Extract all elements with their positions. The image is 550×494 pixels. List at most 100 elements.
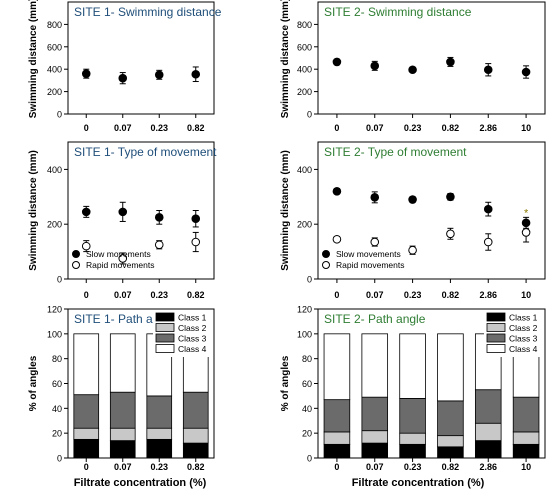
site2-move-rapid-point bbox=[408, 245, 417, 255]
site2-move-slow-point bbox=[370, 193, 380, 202]
site1-swim-y-tick-label: 400 bbox=[47, 65, 62, 75]
site2-move-x-tick-label: 0 bbox=[334, 290, 339, 300]
site1-angle-bar-class-1 bbox=[146, 438, 173, 459]
site2-move-significance-asterisk: * bbox=[524, 207, 529, 219]
site2-move-rapid-point bbox=[521, 228, 531, 237]
site2-angle-legend-swatch bbox=[486, 333, 506, 343]
site1-move-y-axis-label: Swimming distance (mm) bbox=[28, 150, 39, 271]
site1-swim-y-tick-label: 200 bbox=[47, 87, 62, 97]
site1-swim-slow-point bbox=[154, 70, 164, 80]
site2-angle-bar-class-2 bbox=[474, 422, 502, 442]
site1-angle-bar-class-4 bbox=[109, 333, 136, 393]
site2-angle-bar-class-1 bbox=[474, 440, 502, 459]
site2-move-rapid-point bbox=[332, 234, 342, 244]
site2-angle-y-tick-label: 120 bbox=[297, 305, 312, 315]
site2-angle-bar-class-4 bbox=[399, 333, 426, 399]
site2-angle-x-tick-label: 0.82 bbox=[442, 462, 460, 472]
site2-angle-x-tick-label: 2.86 bbox=[479, 462, 497, 472]
site2-swim-x-tick-label: 0.07 bbox=[366, 123, 384, 133]
site2-angle-bar-class-3 bbox=[399, 397, 426, 434]
site1-angle-title: SITE 1- Path angle bbox=[74, 312, 176, 326]
site1-angle-legend-label: Class 2 bbox=[178, 323, 207, 333]
site2-angle-legend-label: Class 4 bbox=[509, 344, 538, 354]
site1-move-slow-point bbox=[191, 214, 201, 224]
site2-angle-bar-class-2 bbox=[437, 435, 464, 448]
site2-angle-y-tick-label: 20 bbox=[302, 429, 312, 439]
site2-move-plot-frame bbox=[317, 141, 546, 280]
site1-swim-slow-point bbox=[191, 69, 201, 79]
site1-angle-y-tick-label: 40 bbox=[52, 404, 62, 414]
site1-move-rapid-point bbox=[191, 237, 201, 247]
site2-angle-y-tick-label: 80 bbox=[302, 354, 312, 364]
site2-angle-title: SITE 2- Path angle bbox=[324, 312, 426, 326]
site2-angle-bar-class-2 bbox=[512, 431, 540, 445]
site1-move-rapid-point bbox=[81, 241, 91, 251]
site2-angle-bar-class-2 bbox=[361, 430, 389, 444]
site1-swim-y-tick-label: 0 bbox=[57, 110, 62, 120]
x-axis-label-right: Filtrate concentration (%) bbox=[352, 477, 485, 489]
site2-angle-bar-class-4 bbox=[361, 333, 389, 398]
site2-swim-slow-point bbox=[521, 67, 531, 77]
site1-move-x-tick-label: 0.82 bbox=[187, 290, 205, 300]
site1-angle-x-tick-label: 0.23 bbox=[150, 462, 168, 472]
site1-angle-y-tick-label: 100 bbox=[47, 329, 62, 339]
site1-angle-y-tick-label: 60 bbox=[52, 379, 62, 389]
site2-swim-title: SITE 2- Swimming distance bbox=[324, 5, 472, 19]
site1-angle-bar-class-2 bbox=[146, 427, 173, 440]
site1-angle-legend-swatch bbox=[155, 333, 175, 343]
site2-move-y-axis-label: Swimming distance (mm) bbox=[280, 150, 291, 271]
site2-angle-legend-label: Class 3 bbox=[509, 334, 538, 344]
site1-swim-x-tick-label: 0.07 bbox=[114, 123, 132, 133]
site2-angle-y-tick-label: 0 bbox=[307, 454, 312, 464]
site2-angle-bar-class-2 bbox=[399, 432, 426, 445]
site2-move-x-tick-label: 2.86 bbox=[479, 290, 497, 300]
site1-angle-bar-class-3 bbox=[109, 391, 136, 429]
site2-angle-y-tick-label: 60 bbox=[302, 379, 312, 389]
site2-angle-legend-swatch bbox=[486, 344, 506, 353]
site2-swim-slow-point bbox=[483, 65, 493, 75]
site1-move-y-tick-label: 0 bbox=[57, 275, 62, 285]
site1-angle-y-tick-label: 80 bbox=[52, 354, 62, 364]
site1-move-slow-point bbox=[118, 207, 128, 217]
site1-move-rapid-point bbox=[154, 240, 164, 250]
site2-swim-y-tick-label: 0 bbox=[307, 110, 312, 120]
x-axis-label-left: Filtrate concentration (%) bbox=[74, 477, 207, 489]
site2-move-y-tick-label: 0 bbox=[307, 275, 312, 285]
site2-angle-bar-class-1 bbox=[437, 446, 464, 459]
site2-move-y-tick-label: 200 bbox=[297, 220, 312, 230]
site2-move-legend-marker bbox=[322, 261, 330, 269]
site1-move-rapid-point bbox=[118, 254, 128, 263]
site2-angle-y-tick-label: 100 bbox=[297, 329, 312, 339]
site1-move-legend-label: Rapid movements bbox=[86, 260, 155, 270]
site2-move-slow-point bbox=[446, 192, 455, 202]
site1-angle-bar-class-1 bbox=[73, 438, 100, 459]
site1-move-x-tick-label: 0.07 bbox=[114, 290, 132, 300]
site1-move-legend-marker bbox=[72, 250, 80, 258]
site2-move-x-tick-label: 0.23 bbox=[404, 290, 422, 300]
site1-angle-y-axis-label: % of angles bbox=[28, 355, 39, 411]
site1-angle-y-tick-label: 20 bbox=[52, 429, 62, 439]
site1-move-y-tick-label: 400 bbox=[47, 165, 62, 175]
site1-angle-y-tick-label: 120 bbox=[47, 305, 62, 315]
site1-angle-legend-swatch bbox=[155, 312, 175, 322]
site2-move-legend-marker bbox=[322, 250, 330, 258]
site2-swim-x-tick-label: 2.86 bbox=[479, 123, 497, 133]
site1-move-x-tick-label: 0.23 bbox=[150, 290, 168, 300]
site1-angle-legend-label: Class 3 bbox=[178, 334, 207, 344]
site2-move-x-tick-label: 0.82 bbox=[442, 290, 460, 300]
site2-move-rapid-point bbox=[370, 237, 380, 247]
site1-angle-bar-class-2 bbox=[73, 427, 100, 440]
site1-swim-y-tick-label: 600 bbox=[47, 42, 62, 52]
site1-angle-bar-class-2 bbox=[109, 427, 136, 442]
site2-angle-bar-class-3 bbox=[361, 396, 389, 432]
site1-swim-x-tick-label: 0 bbox=[84, 123, 89, 133]
site2-move-slow-point bbox=[408, 195, 417, 204]
site2-move-legend-label: Slow movements bbox=[336, 249, 401, 259]
site2-swim-y-tick-label: 200 bbox=[297, 87, 312, 97]
site2-angle-bar-class-4 bbox=[323, 333, 351, 401]
site1-angle-legend-swatch bbox=[155, 344, 175, 353]
site1-swim-y-axis-label: Swimming distance (mm) bbox=[28, 0, 39, 118]
site1-angle-x-tick-label: 0 bbox=[84, 462, 89, 472]
site1-move-plot-frame bbox=[67, 141, 215, 280]
site1-angle-legend-swatch bbox=[155, 323, 175, 332]
